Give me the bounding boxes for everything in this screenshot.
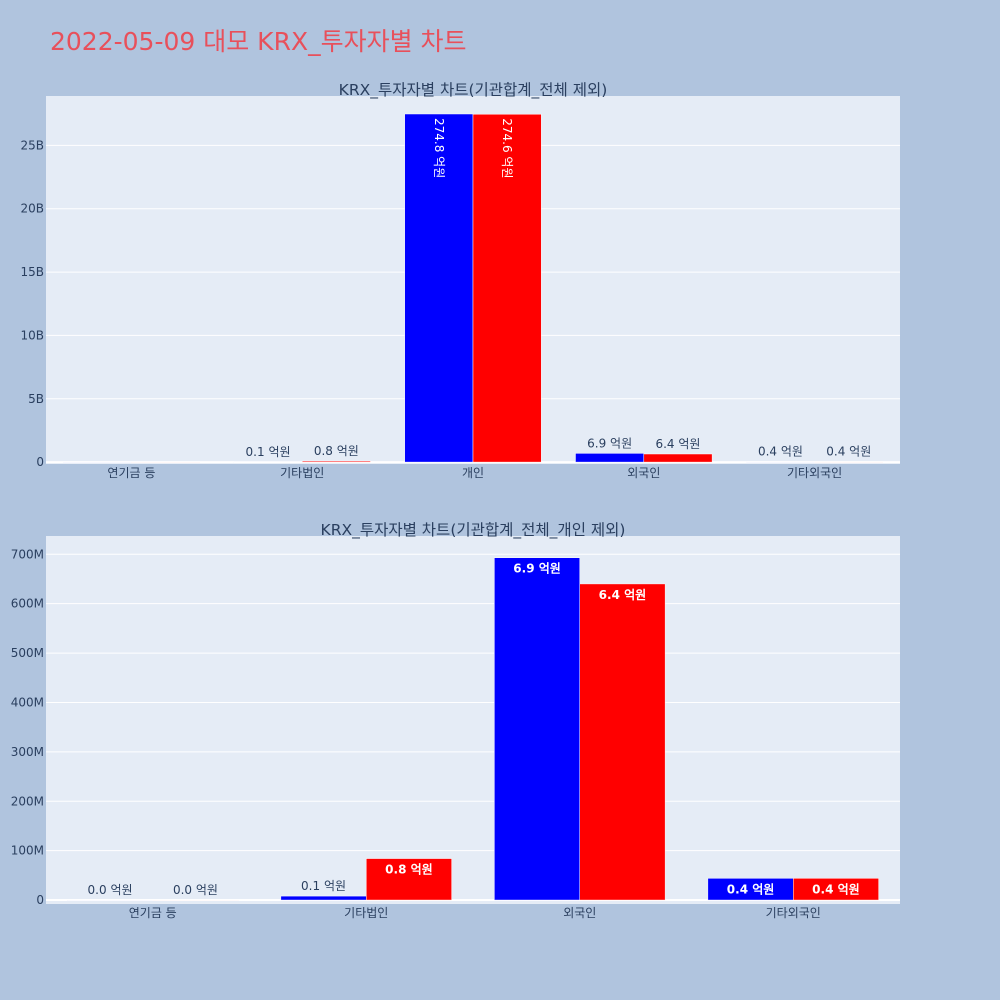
x-tick-label: 기타법인 (280, 466, 324, 480)
data-label: 0.4 억원 (727, 882, 775, 896)
bar (67, 899, 153, 901)
chart-investor-excl-institution: KRX_투자자별 차트(기관합계_전체 제외) 0 5B 10B 15B 20B 25B 연기… (20, 81, 900, 480)
data-label: 0.4 억원 (826, 445, 871, 459)
data-label: 0.1 억원 (301, 879, 346, 893)
y-tick-label: 25B (20, 138, 44, 152)
bar (643, 453, 713, 463)
y-tick-label: 5B (28, 392, 44, 406)
chart-title: KRX_투자자별 차트(기관합계_전체_개인 제외) (321, 521, 626, 540)
y-tick-label: 0 (36, 455, 44, 469)
data-label: 0.8 억원 (314, 444, 359, 458)
bar (579, 583, 666, 901)
x-tick-label: 기타외국인 (766, 906, 821, 920)
y-tick-label: 100M (11, 844, 44, 858)
y-tick-label: 10B (20, 328, 44, 342)
data-label: 0.0 억원 (88, 883, 133, 897)
bar (404, 113, 474, 463)
data-label: 0.0 억원 (173, 883, 218, 897)
x-tick-label: 기타외국인 (787, 466, 842, 480)
bar (233, 461, 303, 463)
data-label: 274.6 억원 (500, 118, 514, 178)
bar (814, 461, 884, 463)
bar (472, 113, 542, 463)
data-label: 6.4 억원 (655, 437, 700, 451)
data-label: 0.1 억원 (246, 445, 291, 459)
data-label: 6.9 억원 (587, 436, 632, 450)
chart-investor-excl-institution-individual: KRX_투자자별 차트(기관합계_전체_개인 제외) 0 100M 200M 300M 4… (11, 521, 900, 920)
data-label: 6.4 억원 (599, 588, 647, 602)
y-tick-label: 300M (11, 745, 44, 759)
y-tick-label: 0 (36, 893, 44, 907)
data-label: 0.4 억원 (812, 882, 860, 896)
bar (575, 453, 645, 463)
x-tick-label: 연기금 등 (107, 466, 155, 480)
page-title: 2022-05-09 대모 KRX_투자자별 차트 (50, 27, 467, 56)
y-tick-label: 700M (11, 547, 44, 561)
y-tick-label: 200M (11, 794, 44, 808)
bar (494, 557, 581, 901)
x-tick-label: 연기금 등 (129, 906, 177, 920)
y-tick-label: 400M (11, 695, 44, 709)
data-label: 6.9 억원 (513, 562, 561, 576)
y-tick-label: 600M (11, 597, 44, 611)
bar (301, 460, 371, 463)
y-tick-label: 20B (20, 202, 44, 216)
x-tick-label: 외국인 (563, 906, 596, 920)
bar (280, 895, 367, 901)
chart-title: KRX_투자자별 차트(기관합계_전체 제외) (339, 81, 608, 100)
x-tick-label: 외국인 (627, 466, 660, 480)
data-label: 0.8 억원 (385, 863, 433, 877)
data-label: 274.8 억원 (432, 118, 446, 178)
bar (366, 858, 452, 901)
bar (793, 878, 879, 901)
bar (152, 899, 239, 901)
x-tick-label: 개인 (462, 466, 484, 480)
x-tick-label: 기타법인 (344, 906, 388, 920)
bar (62, 461, 132, 463)
y-tick-label: 500M (11, 646, 44, 660)
bar (746, 461, 815, 463)
data-label: 0.4 억원 (758, 445, 803, 459)
plot-area (46, 536, 900, 904)
bar (131, 461, 200, 463)
y-tick-label: 15B (20, 265, 44, 279)
